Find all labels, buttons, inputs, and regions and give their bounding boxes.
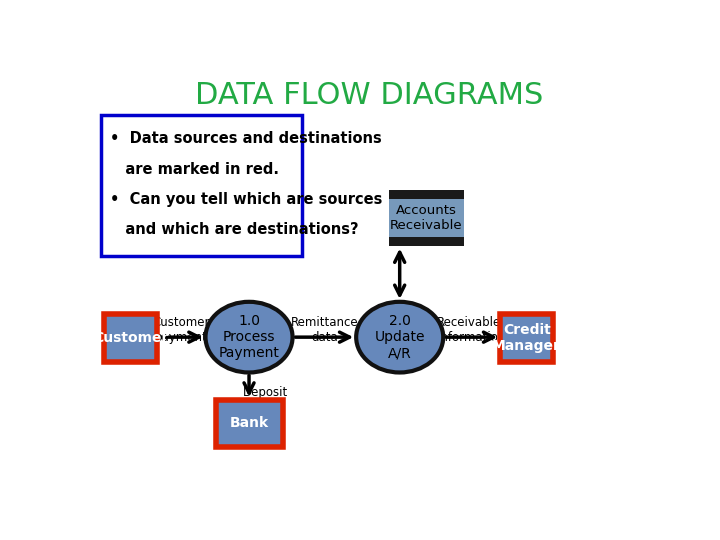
Text: •  Data sources and destinations: • Data sources and destinations bbox=[109, 131, 382, 146]
Text: are marked in red.: are marked in red. bbox=[109, 161, 279, 177]
Text: Remittance
data: Remittance data bbox=[291, 316, 358, 345]
FancyBboxPatch shape bbox=[389, 190, 464, 246]
FancyBboxPatch shape bbox=[104, 314, 157, 362]
FancyBboxPatch shape bbox=[500, 314, 553, 362]
FancyBboxPatch shape bbox=[389, 237, 464, 246]
Text: Customer: Customer bbox=[93, 331, 168, 345]
Text: DATA FLOW DIAGRAMS: DATA FLOW DIAGRAMS bbox=[195, 82, 543, 111]
Text: Accounts
Receivable: Accounts Receivable bbox=[390, 204, 462, 232]
FancyBboxPatch shape bbox=[389, 190, 464, 199]
Text: 1.0
Process
Payment: 1.0 Process Payment bbox=[219, 314, 279, 360]
Ellipse shape bbox=[356, 302, 444, 373]
Text: Receivables
Information: Receivables Information bbox=[436, 316, 507, 345]
Text: •  Can you tell which are sources: • Can you tell which are sources bbox=[109, 192, 382, 207]
Text: 2.0
Update
A/R: 2.0 Update A/R bbox=[374, 314, 425, 360]
FancyBboxPatch shape bbox=[215, 400, 282, 447]
Text: Credit
Manager: Credit Manager bbox=[492, 323, 561, 353]
Ellipse shape bbox=[205, 302, 292, 373]
FancyBboxPatch shape bbox=[101, 114, 302, 256]
Text: and which are destinations?: and which are destinations? bbox=[109, 222, 358, 238]
Text: Customer
payment: Customer payment bbox=[152, 316, 210, 345]
Text: Bank: Bank bbox=[230, 416, 269, 430]
Text: Deposit: Deposit bbox=[243, 386, 289, 399]
